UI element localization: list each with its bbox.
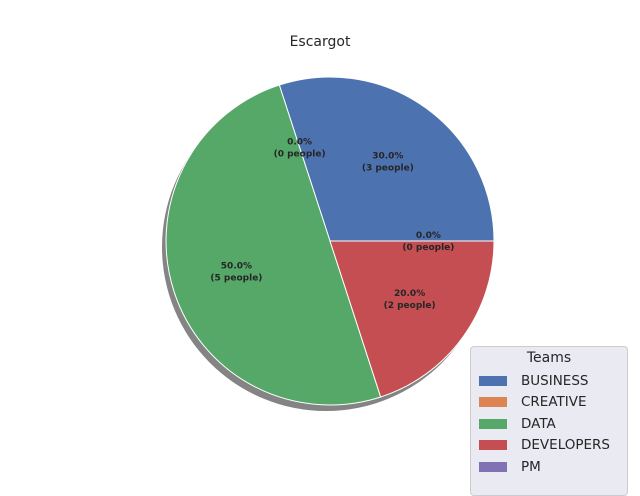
legend-label-business: BUSINESS xyxy=(521,372,589,389)
legend-swatch-creative xyxy=(479,397,507,408)
pie-slice-business xyxy=(278,76,495,242)
slice-label-creative: 0.0% (0 people) xyxy=(274,137,326,159)
legend-item-data: DATA xyxy=(471,413,627,435)
slice-label-developers: 20.0% (2 people) xyxy=(384,289,436,311)
legend-swatch-business xyxy=(479,375,507,386)
pie-slice-developers xyxy=(329,240,495,398)
slice-label-pm: 0.0% (0 people) xyxy=(402,231,454,253)
legend-item-business: BUSINESS xyxy=(471,370,627,392)
pie-slice-data xyxy=(165,84,382,406)
legend-item-pm: PM xyxy=(471,456,627,478)
chart-title: Escargot xyxy=(289,34,351,50)
legend-label-pm: PM xyxy=(521,458,541,475)
slice-label-data: 50.0% (5 people) xyxy=(210,261,262,283)
legend: Teams BUSINESS CREATIVE DATA DEVELOPERS … xyxy=(470,346,628,496)
legend-item-creative: CREATIVE xyxy=(471,392,627,414)
legend-label-creative: CREATIVE xyxy=(521,394,587,411)
legend-swatch-data xyxy=(479,418,507,429)
pie-chart: Escargot 30.0% (3 people) 0.0% (0 people) 50… xyxy=(162,34,628,496)
legend-swatch-pm xyxy=(479,461,507,472)
pie-plot: 30.0% (3 people) 0.0% (0 people) 50.0% (5 peo… xyxy=(162,76,495,411)
legend-label-data: DATA xyxy=(521,415,556,432)
legend-swatch-developers xyxy=(479,440,507,451)
legend-title: Teams xyxy=(526,350,572,366)
legend-label-developers: DEVELOPERS xyxy=(521,437,610,454)
slice-label-business: 30.0% (3 people) xyxy=(362,151,414,173)
legend-item-developers: DEVELOPERS xyxy=(471,435,627,457)
